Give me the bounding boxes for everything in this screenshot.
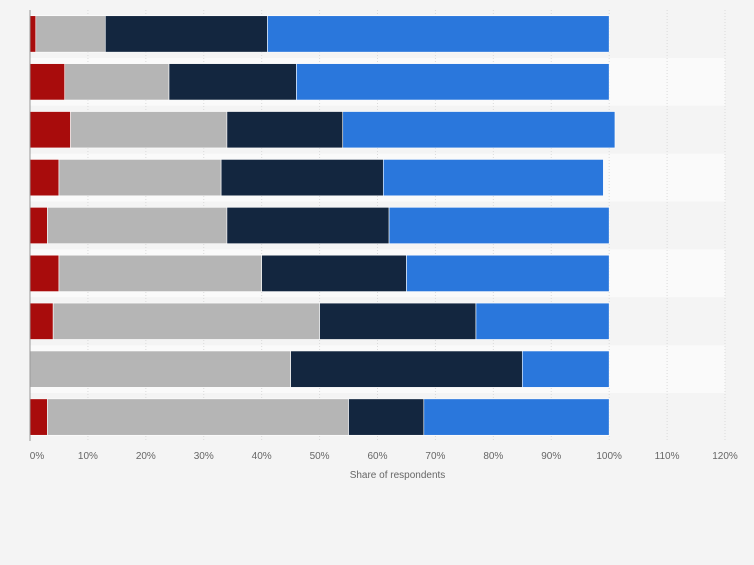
bar-segment	[29, 111, 71, 149]
x-tick-label: 10%	[78, 451, 98, 462]
bar-segment	[267, 15, 610, 53]
bar-segment	[521, 350, 610, 388]
bar-segment	[58, 159, 222, 197]
bar-segment	[58, 254, 262, 292]
x-tick-label: 90%	[541, 451, 561, 462]
bar-segment	[47, 398, 349, 436]
x-tick-label: 110%	[655, 451, 680, 462]
x-axis-label: Share of respondents	[350, 470, 446, 481]
bar-segment	[406, 254, 610, 292]
bar-segment	[70, 111, 228, 149]
bar-segment	[261, 254, 407, 292]
bar-segment	[319, 302, 477, 340]
x-tick-label: 30%	[194, 451, 214, 462]
x-tick-label: 50%	[310, 451, 330, 462]
bar-segment	[388, 207, 610, 244]
bar-segment	[168, 63, 297, 101]
x-tick-label: 120%	[712, 451, 738, 462]
bar-segment	[342, 111, 616, 149]
x-tick-label: 0%	[30, 451, 45, 462]
x-tick-label: 40%	[252, 451, 272, 462]
bar-segment	[475, 302, 610, 340]
bar-segment	[29, 398, 48, 436]
bar-segment	[290, 350, 523, 388]
bar-segment	[29, 254, 60, 292]
x-tick-label: 100%	[596, 451, 622, 462]
bar-segment	[29, 350, 291, 388]
bar-segment	[382, 159, 604, 197]
bar-segment	[47, 207, 228, 244]
bar-segment	[29, 15, 37, 53]
bar-segment	[423, 398, 610, 436]
x-tick-label: 70%	[425, 451, 445, 462]
bar-segment	[226, 111, 344, 149]
bar-segment	[29, 207, 48, 244]
bar-segment	[348, 398, 425, 436]
bar-segment	[104, 15, 268, 53]
x-tick-label: 60%	[367, 451, 387, 462]
bar-segment	[29, 159, 60, 197]
bar-segment	[296, 63, 610, 101]
x-tick-labels: 0% 10% 20% 30% 40% 50% 60% 70% 80% 90% 100% 110% 120…	[30, 451, 738, 462]
bar-segment	[29, 63, 66, 101]
x-tick-label: 20%	[136, 451, 156, 462]
bar-segment	[64, 63, 170, 101]
bar-segment	[226, 207, 390, 244]
bar-segment	[52, 302, 320, 340]
bars	[29, 15, 616, 436]
bar-segment	[220, 159, 384, 197]
x-tick-label: 80%	[483, 451, 503, 462]
bar-segment	[29, 302, 54, 340]
bar-segment	[35, 15, 106, 53]
